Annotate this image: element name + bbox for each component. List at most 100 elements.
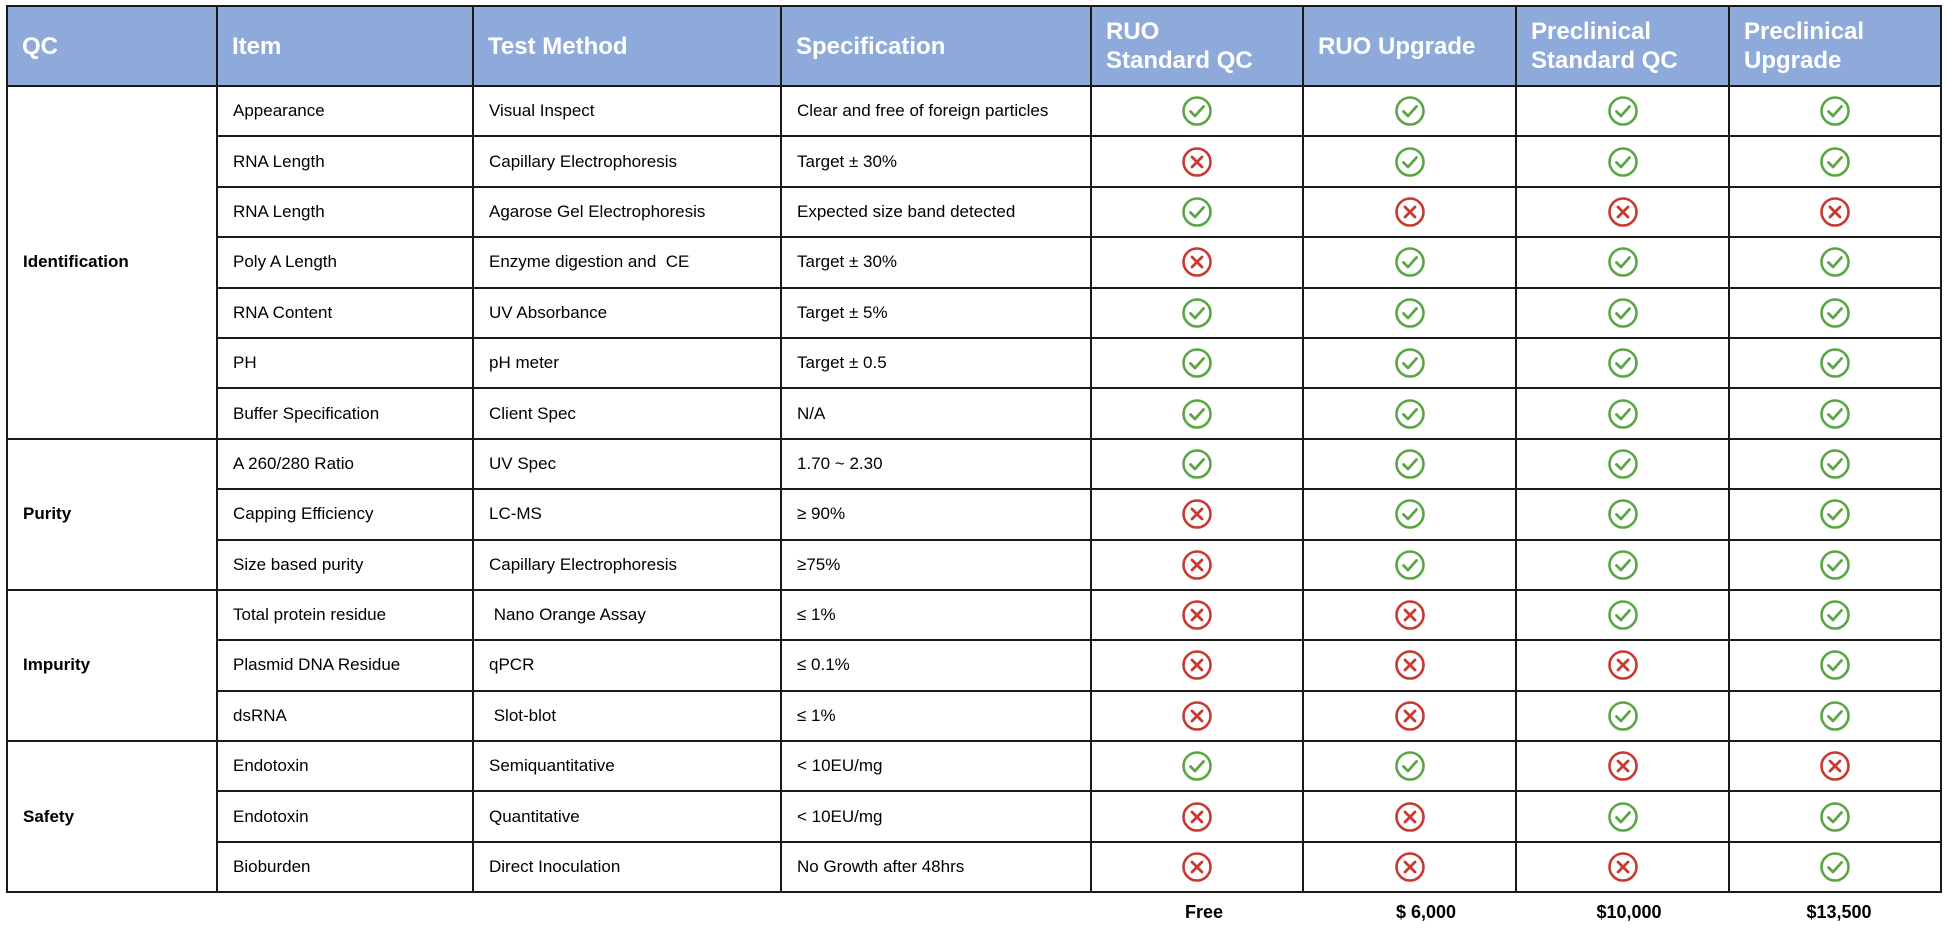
tier-cell — [1728, 336, 1942, 390]
item-cell: PH — [216, 336, 474, 390]
table-row: Endotoxin Quantitative < 10EU/mg — [7, 790, 1942, 843]
tier-cell — [1090, 387, 1304, 440]
x-circle-icon — [1607, 750, 1639, 782]
table-row: Impurity Total protein residue Nano Orang… — [6, 588, 1942, 743]
check-circle-icon — [1394, 146, 1426, 178]
test-method-cell: Client Spec — [472, 387, 782, 440]
table-row: Size based purity Capillary Electrophores… — [7, 538, 1942, 591]
check-circle-icon — [1607, 146, 1639, 178]
qc-group-identification: Identification — [6, 85, 218, 440]
check-circle-icon — [1819, 649, 1851, 681]
test-method-cell: Agarose Gel Electrophoresis — [472, 185, 782, 239]
tier-cell — [1515, 135, 1730, 188]
test-method-cell: qPCR — [472, 639, 782, 692]
tier-cell — [1728, 387, 1942, 440]
x-circle-icon — [1181, 246, 1213, 278]
tier-cell — [1515, 488, 1730, 541]
check-circle-icon — [1181, 347, 1213, 379]
qc-group-purity: Purity — [6, 437, 218, 591]
check-circle-icon — [1819, 498, 1851, 530]
tier-cell — [1515, 740, 1730, 793]
check-circle-icon — [1394, 95, 1426, 127]
specification-cell: < 10EU/mg — [780, 790, 1092, 843]
tier-cell — [1728, 185, 1942, 239]
qc-comparison-table: QC Item Test Method Specification RUO St… — [6, 5, 1942, 894]
tier-cell — [1090, 437, 1304, 491]
check-circle-icon — [1181, 196, 1213, 228]
tier-cell — [1302, 236, 1517, 289]
x-circle-icon — [1394, 196, 1426, 228]
specification-cell: Target ± 5% — [780, 286, 1092, 339]
header-preclinical-standard-qc: Preclinical Standard QC — [1515, 5, 1730, 87]
item-cell: Endotoxin — [216, 790, 474, 843]
tier-cell — [1090, 740, 1304, 793]
check-circle-icon — [1394, 347, 1426, 379]
header-preclinical-upgrade: Preclinical Upgrade — [1728, 5, 1942, 87]
x-circle-icon — [1181, 498, 1213, 530]
x-circle-icon — [1181, 649, 1213, 681]
tier-cell — [1090, 840, 1304, 894]
x-circle-icon — [1394, 801, 1426, 833]
tier-cell — [1728, 790, 1942, 843]
check-circle-icon — [1607, 801, 1639, 833]
table-row: Buffer Specification Client Spec N/A — [7, 387, 1942, 440]
tier-cell — [1090, 488, 1304, 541]
x-circle-icon — [1394, 599, 1426, 631]
tier-cell — [1515, 689, 1730, 743]
tier-cell — [1728, 135, 1942, 188]
tier-cell — [1090, 790, 1304, 843]
check-circle-icon — [1394, 246, 1426, 278]
x-circle-icon — [1181, 700, 1213, 732]
x-circle-icon — [1181, 801, 1213, 833]
tier-cell — [1302, 437, 1517, 491]
check-circle-icon — [1819, 246, 1851, 278]
tier-cell — [1515, 437, 1730, 491]
item-cell: Total protein residue — [216, 588, 474, 642]
x-circle-icon — [1181, 146, 1213, 178]
header-ruo-upgrade: RUO Upgrade — [1302, 5, 1517, 87]
item-cell: Poly A Length — [216, 236, 474, 289]
header-ruo-standard-qc: RUO Standard QC — [1090, 5, 1304, 87]
x-circle-icon — [1394, 700, 1426, 732]
check-circle-icon — [1394, 297, 1426, 329]
check-circle-icon — [1607, 549, 1639, 581]
table-row: Identification Appearance Visual Inspect Cl… — [6, 84, 1942, 440]
tier-cell — [1302, 488, 1517, 541]
specification-cell: Target ± 30% — [780, 135, 1092, 188]
tier-cell — [1728, 840, 1942, 894]
table-row: dsRNA Slot-blot ≤ 1% — [7, 689, 1942, 743]
check-circle-icon — [1607, 700, 1639, 732]
tier-cell — [1302, 286, 1517, 339]
test-method-cell: UV Spec — [472, 437, 782, 491]
check-circle-icon — [1607, 398, 1639, 430]
tier-cell — [1515, 286, 1730, 339]
tier-cell — [1302, 185, 1517, 239]
price-preclinical-standard-qc: $10,000 — [1596, 902, 1662, 922]
tier-cell — [1090, 286, 1304, 339]
tier-cell — [1302, 639, 1517, 692]
check-circle-icon — [1607, 599, 1639, 631]
item-cell: Buffer Specification — [216, 387, 474, 440]
price-ruo-upgrade: $ 6,000 — [1395, 902, 1457, 922]
check-circle-icon — [1819, 599, 1851, 631]
item-cell: RNA Length — [216, 135, 474, 188]
header-specification: Specification — [780, 5, 1092, 87]
table-row: Capping Efficiency LC-MS ≥ 90% — [7, 488, 1942, 541]
tier-cell — [1090, 639, 1304, 692]
tier-cell — [1728, 286, 1942, 339]
tier-cell — [1515, 387, 1730, 440]
item-cell: Endotoxin — [216, 740, 474, 793]
header-test-method: Test Method — [472, 5, 782, 87]
check-circle-icon — [1819, 146, 1851, 178]
x-circle-icon — [1181, 549, 1213, 581]
tier-cell — [1728, 740, 1942, 793]
x-circle-icon — [1181, 851, 1213, 883]
item-cell: Bioburden — [216, 840, 474, 894]
check-circle-icon — [1819, 851, 1851, 883]
header-item: Item — [216, 5, 474, 87]
header-row: QC Item Test Method Specification RUO St… — [6, 5, 1942, 87]
price-row: Free $ 6,000 $10,000 $13,500 — [0, 900, 1946, 930]
item-cell: RNA Content — [216, 286, 474, 339]
tier-cell — [1090, 185, 1304, 239]
item-cell: RNA Length — [216, 185, 474, 239]
